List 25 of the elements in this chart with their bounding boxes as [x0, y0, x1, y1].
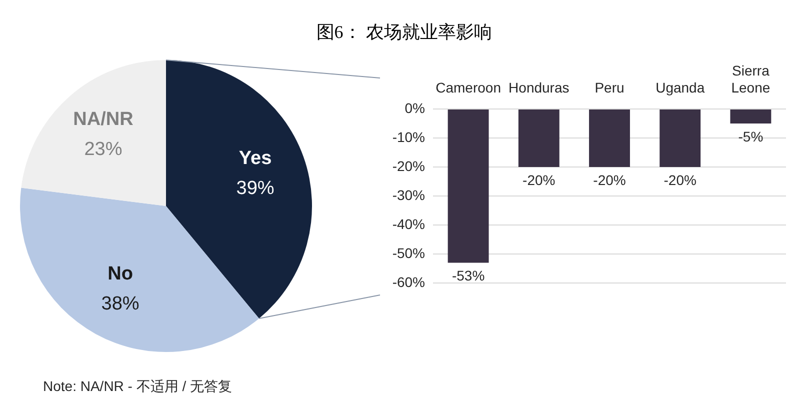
data-label: 39% [236, 178, 274, 200]
slice-label: No [108, 263, 133, 284]
data-label: -20% [664, 172, 696, 188]
x-tick-label: Cameroon [436, 79, 501, 96]
slice-label: Yes [238, 148, 272, 170]
data-label: -20% [593, 172, 626, 188]
text: Note: NA/NR - 不适用 / 无答复 [43, 377, 232, 395]
y-tick-label: -40% [392, 216, 425, 232]
x-tick-label: Honduras [508, 79, 570, 96]
slice-label: NA/NR [73, 109, 134, 130]
data-label: -20% [522, 172, 556, 188]
y-tick-label: -50% [392, 244, 425, 261]
data-label: 38% [101, 293, 140, 314]
x-tick-label: Uganda [656, 79, 705, 96]
data-label: -5% [738, 128, 764, 144]
y-tick-label: -60% [392, 274, 425, 290]
x-tick-label: Sierra Leone [731, 62, 770, 96]
data-label: -53% [452, 268, 485, 284]
x-tick-label: Peru [594, 79, 624, 96]
y-tick-label: -20% [392, 158, 425, 174]
text: 图6： 农场就业率影响 [315, 21, 493, 44]
y-tick-label: -10% [392, 128, 425, 145]
data-label: 23% [84, 139, 122, 160]
y-tick-label: 0% [404, 100, 425, 116]
y-tick-label: -30% [392, 186, 425, 203]
